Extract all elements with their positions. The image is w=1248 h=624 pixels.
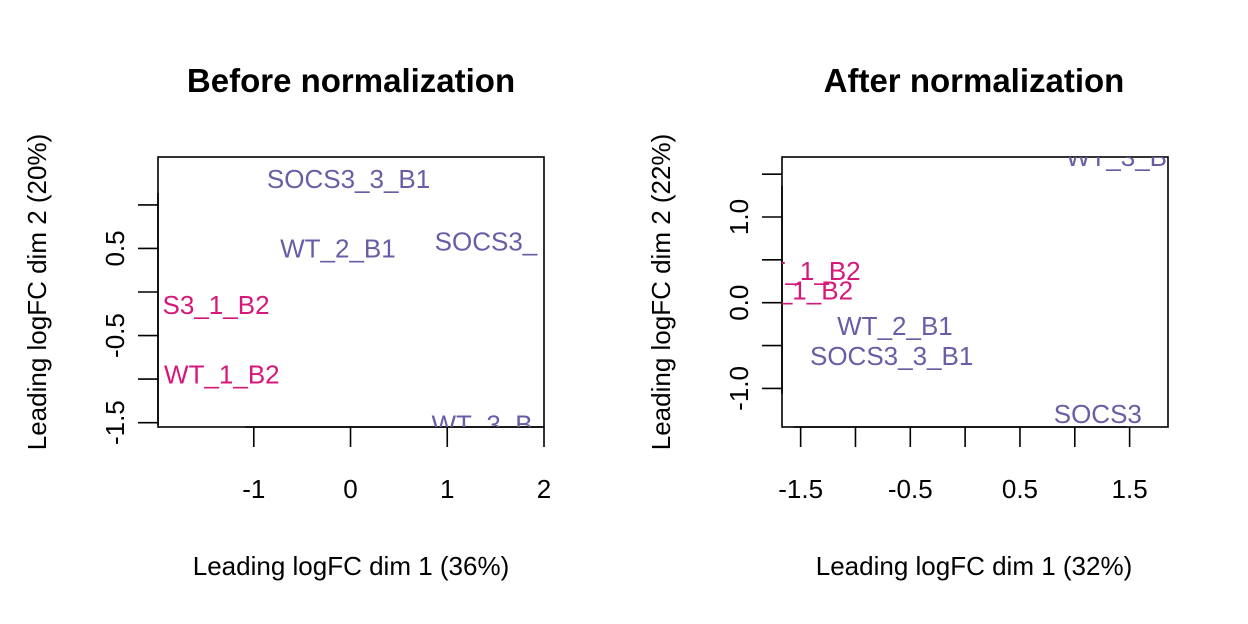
y-tick-label: -1.5 [100, 400, 130, 445]
x-axis-ticks: -1.5 -0.5 0.5 1.5 [778, 427, 1148, 504]
x-tick-label: -1.5 [778, 474, 823, 504]
x-axis-label: Leading logFC dim 1 (36%) [193, 551, 510, 581]
sample-label: SOCS3_ [435, 226, 538, 256]
x-tick-label: 0.5 [1002, 474, 1038, 504]
y-axis-label: Leading logFC dim 2 (22%) [646, 134, 676, 451]
x-tick-label: -0.5 [888, 474, 933, 504]
sample-label: WT_3_B [1066, 142, 1167, 172]
x-tick-label: 1.5 [1112, 474, 1148, 504]
sample-label: SOCS3 [1054, 399, 1142, 429]
x-tick-label: 0 [343, 474, 357, 504]
sample-label: S3_1_B2 [746, 276, 853, 306]
y-tick-label: -1.0 [724, 366, 754, 411]
chart-title: Before normalization [187, 62, 515, 99]
x-tick-label: 1 [440, 474, 454, 504]
sample-label: WT_2_B1 [280, 233, 396, 263]
y-axis-ticks: -1.0 0.0 1.0 [724, 173, 782, 411]
y-tick-label: -0.5 [100, 313, 130, 358]
panel-after: After normalization -1.5 -0.5 0.5 1.5 -1.0 0… [646, 62, 1169, 581]
sample-label: WT_3_B [432, 409, 533, 439]
x-axis-label: Leading logFC dim 1 (32%) [816, 551, 1133, 581]
chart-title: After normalization [824, 62, 1125, 99]
x-tick-label: 2 [537, 474, 551, 504]
y-tick-label: 0.5 [100, 230, 130, 266]
sample-label: WT_1_B2 [164, 360, 280, 390]
sample-label: WT_2_B1 [837, 311, 953, 341]
x-tick-label: -1 [242, 474, 265, 504]
panel-before: Before normalization -1 0 1 2 -1.5 -0.5 0.5 S… [22, 62, 551, 581]
y-tick-label: 1.0 [724, 199, 754, 235]
y-axis-label: Leading logFC dim 2 (20%) [22, 134, 52, 451]
sample-label: SOCS3_3_B1 [810, 341, 973, 371]
y-axis-ticks: -1.5 -0.5 0.5 [100, 204, 158, 445]
sample-label: SOCS3_3_B1 [267, 164, 430, 194]
x-axis-ticks: -1 0 1 2 [242, 427, 551, 504]
y-tick-label: 0.0 [724, 285, 754, 321]
sample-label: S3_1_B2 [163, 290, 270, 320]
sample-label: WT_1_B2 [745, 256, 861, 286]
point-labels: SOCS3_3_B1 WT_2_B1 SOCS3_ S3_1_B2 WT_1_B2 WT_… [163, 164, 538, 439]
